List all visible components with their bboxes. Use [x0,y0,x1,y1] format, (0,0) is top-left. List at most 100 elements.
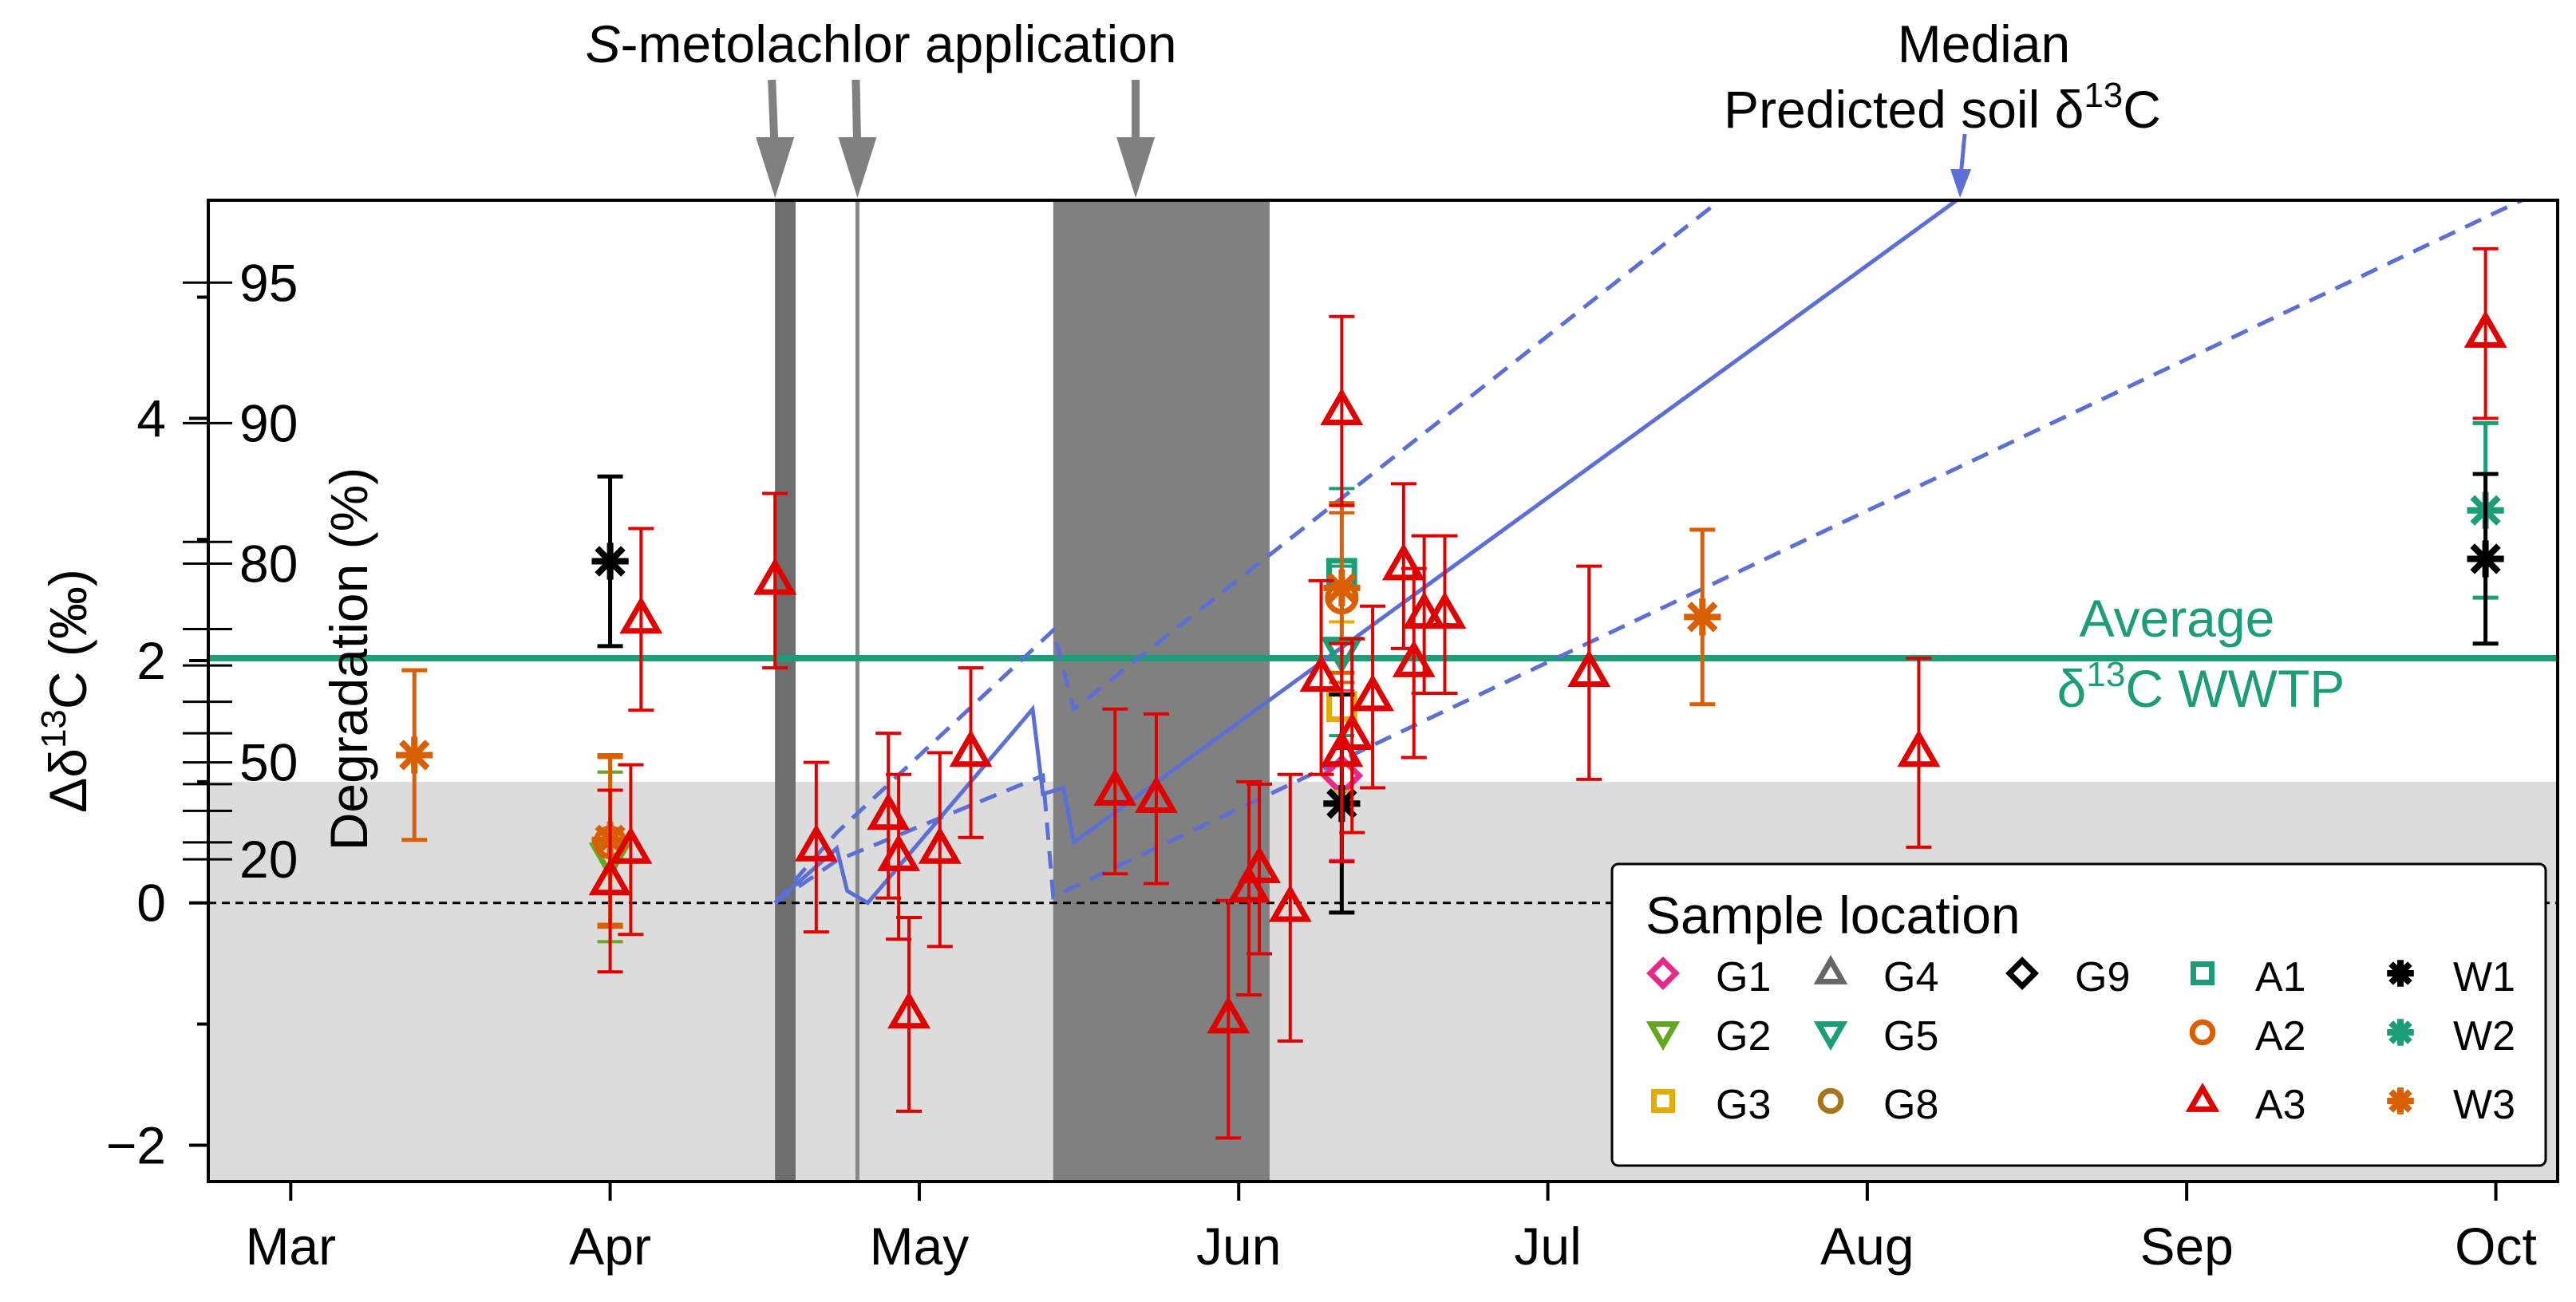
marker-a3 [1402,591,1446,629]
data-point [1351,604,1395,790]
legend-label: G3 [1716,1082,1771,1128]
application-band [1053,200,1270,1182]
marker-a3 [1392,640,1436,677]
marker-w3 [1323,569,1361,606]
data-point [588,788,632,974]
prediction-arrow-head [1950,169,1972,198]
legend-entry: G4 [1813,954,1938,1000]
data-point [1320,314,1364,507]
data-point [1392,566,1436,760]
marker-a3 [588,858,632,896]
plot-frame [207,199,2559,1183]
data-point [1423,534,1467,696]
degradation-tick-label: 90 [239,393,298,452]
x-tick-label: Jul [1514,1217,1581,1276]
legend-entry: A2 [2189,1013,2306,1059]
prediction-lower-line [773,200,2527,905]
marker-a3 [1423,591,1467,629]
data-point [877,772,921,941]
prediction-label-line2: Predicted soil δ13C [1724,76,2161,139]
annotations: S-metolachlor application MedianPredicted… [585,14,2345,718]
legend-entry: G9 [2005,954,2130,1000]
application-band [775,200,796,1182]
legend-label: A3 [2255,1082,2306,1128]
marker-a3 [1207,996,1250,1034]
x-tick-label: May [870,1217,970,1276]
marker-a3 [2463,310,2507,348]
legend-label: G9 [2075,954,2130,1000]
legend-label: A2 [2255,1013,2306,1059]
legend-marker-a2 [2189,1019,2216,1046]
marker-a3 [1381,542,1425,581]
data-point [2463,247,2507,420]
marker-a3 [1227,865,1271,903]
marker-a3 [1330,712,1374,750]
legend-label: G2 [1716,1013,1771,1059]
legend-label: G5 [1883,1013,1938,1059]
marker-a3 [1268,884,1312,922]
marker-a3 [1299,654,1343,692]
data-point [753,491,797,670]
y-tick-label: 4 [136,389,166,448]
marker-a3 [1238,846,1282,884]
legend-entry: A3 [2185,1082,2306,1128]
data-point [619,527,663,712]
degradation-tick-label: 50 [239,733,298,792]
degradation-tick-label: 20 [239,830,298,889]
legend-marker-w1 [2387,960,2414,987]
legend-box [1610,862,2547,1167]
marker-w1 [591,542,629,580]
legend: Sample location G1 G2 G3 G4 G5 G8 G9 A1 A2 A3 W1 W2 W… [1610,862,2547,1167]
marker-a3 [918,826,962,864]
legend-label: W2 [2453,1013,2515,1059]
legend-entry: A1 [2190,954,2306,1000]
legend-marker-g8 [1817,1087,1844,1115]
y-tick-label: 0 [136,874,166,933]
marker-a3 [753,557,797,595]
application-arrow-head [838,137,877,198]
y-tick-label: −2 [106,1115,166,1174]
data-point [949,666,993,839]
application-arrow-head [756,137,795,198]
legend-label: A1 [2255,954,2306,1000]
application-arrow-head [1116,137,1156,198]
marker-a3 [794,823,838,862]
x-tick-label: Sep [2139,1217,2233,1276]
data-point [794,760,838,934]
y-tick-label: 2 [136,631,166,690]
marker-a3 [867,792,911,831]
legend-marker-a3 [2185,1082,2220,1112]
legend-entry: W2 [2387,1013,2515,1059]
legend-label: G1 [1716,954,1771,1000]
data-point [1897,657,1941,849]
data-point [1684,527,1721,707]
legend-entry: W1 [2387,954,2515,1000]
legend-label: W3 [2453,1082,2515,1128]
marker-a3 [1567,649,1611,688]
marker-a3 [887,991,930,1029]
marker-w1 [2467,540,2504,578]
data-point [396,668,433,842]
data-point [1093,707,1137,876]
marker-a3 [1897,729,1941,767]
data-point [2467,471,2504,646]
degradation-tick-label: 95 [239,253,298,312]
marker-a3 [949,729,993,767]
legend-label: G8 [1883,1082,1938,1128]
data-point [1227,779,1271,997]
legend-marker-a1 [2190,961,2215,986]
x-tick-label: Mar [245,1217,336,1276]
x-tick-label: Oct [2455,1217,2537,1276]
legend-marker-g2 [1646,1021,1681,1051]
legend-label: G4 [1883,954,1938,1000]
data-point [1268,772,1312,1043]
legend-marker-w2 [2387,1019,2414,1046]
legend-entry: G8 [1817,1082,1938,1128]
data-point [1238,782,1282,956]
legend-marker-g9 [2005,957,2039,990]
degradation-tick-label: 80 [239,535,298,594]
marker-a3 [1093,768,1137,806]
data-point [1567,564,1611,781]
degradation-axis-title: Degradation (%) [319,468,378,851]
